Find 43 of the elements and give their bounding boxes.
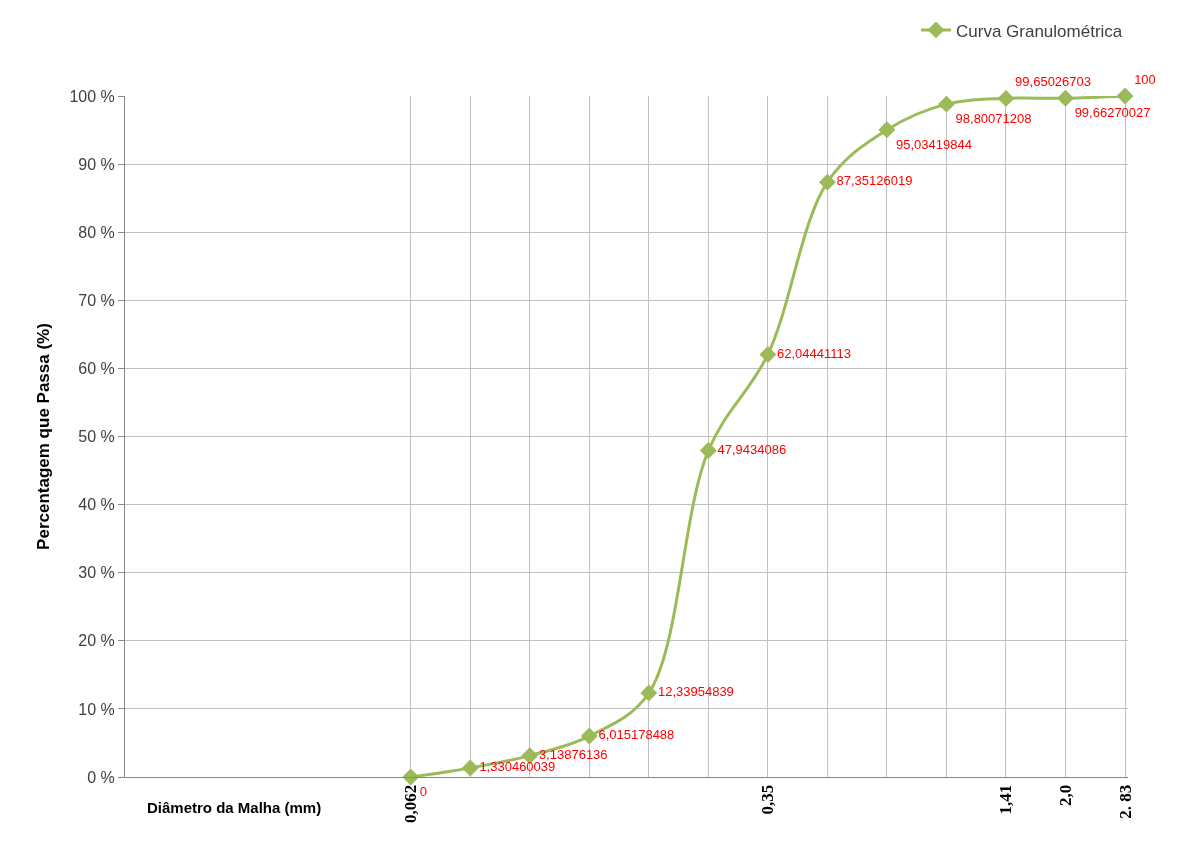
point [1057, 89, 1074, 107]
x-tick-label: 0,062 [401, 784, 421, 824]
data-label: 12,33954839 [657, 684, 734, 700]
data-label: 0 [419, 783, 428, 799]
data-label: 99,65026703 [1015, 74, 1092, 89]
y-tick-label: 20 % [78, 632, 115, 650]
data-label: 99,66270027 [1074, 105, 1151, 121]
x-tick-label: 2,0 [1056, 784, 1076, 807]
y-tick-label: 30 % [78, 564, 115, 582]
data-label: 95,03419844 [896, 136, 972, 152]
point [938, 95, 955, 113]
point [640, 684, 658, 702]
y-tick-label: 70 % [78, 291, 115, 309]
x-tick-label: 1,41 [996, 784, 1016, 815]
y-tick-label: 40 % [78, 496, 115, 514]
point [997, 89, 1015, 107]
data-label: 3,13876136 [538, 746, 608, 762]
point [1116, 87, 1134, 105]
point [759, 346, 777, 363]
data-label: 6,015178488 [598, 727, 675, 743]
x-tick-label: 2. 83 [1115, 784, 1135, 819]
y-tick-label: 90 % [78, 155, 115, 173]
point [580, 727, 598, 745]
data-label: 62,04441113 [776, 345, 851, 361]
y-tick-label: 0 % [87, 768, 115, 786]
legend-label: Curva Granulométrica [956, 21, 1123, 41]
data-label: 100 [1134, 71, 1156, 87]
data-label: 87,35126019 [836, 173, 913, 189]
point [699, 442, 717, 459]
data-label: 98,80071208 [955, 111, 1032, 127]
y-tick-label: 50 % [78, 428, 115, 446]
point [461, 759, 479, 777]
point [818, 173, 836, 191]
y-tick-label: 10 % [78, 700, 115, 718]
y-tick-label: 100 % [69, 87, 115, 105]
point [878, 121, 896, 139]
data-label: 47,9434086 [717, 441, 787, 457]
y-tick-label: 80 % [78, 223, 115, 241]
y-axis-title: Percentagem que Passa (%) [33, 323, 53, 550]
y-tick-label: 60 % [78, 360, 115, 377]
point [402, 768, 420, 786]
x-axis-title: Diâmetro da Malha (mm) [147, 799, 322, 816]
x-tick-label: 0,35 [758, 784, 778, 815]
